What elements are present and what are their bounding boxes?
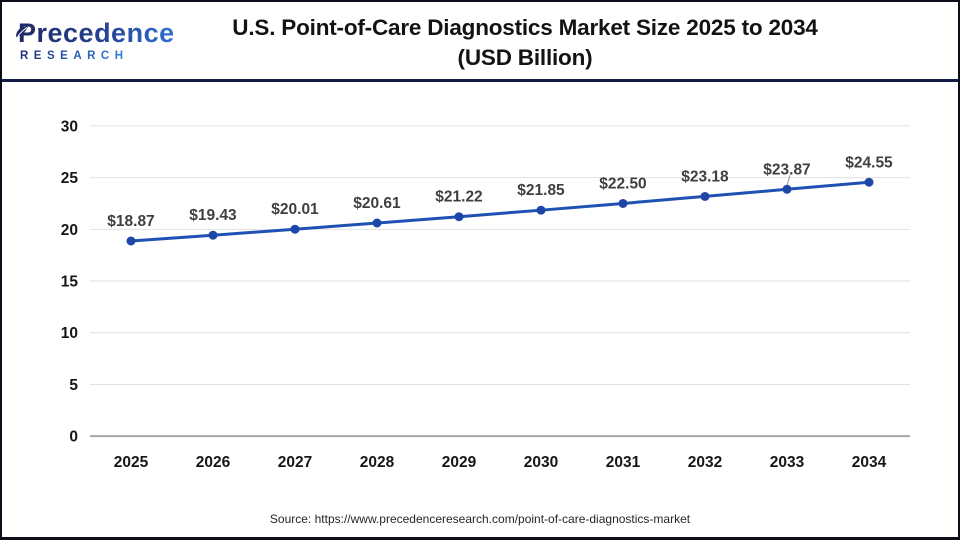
- y-tick-label: 30: [61, 118, 78, 135]
- source-text: Source: https://www.precedenceresearch.c…: [269, 512, 691, 526]
- header-divider: [2, 79, 958, 82]
- trend-line: [129, 180, 871, 243]
- data-point-label: $18.87: [107, 213, 154, 230]
- chart-area: 0 5 10 15 20 25 30 2025 2026 2027 2028 2029 2030 2031…: [2, 82, 958, 501]
- x-tick-label: 2031: [606, 454, 641, 471]
- x-tick-label: 2027: [278, 454, 312, 471]
- logo-wordmark: Precedence: [18, 17, 175, 48]
- footer: Source: https://www.precedenceresearch.c…: [2, 501, 958, 537]
- data-point-label: $20.61: [353, 195, 401, 212]
- data-point-marker: [372, 218, 382, 228]
- data-point-label: $22.50: [599, 176, 646, 193]
- x-tick-label: 2030: [524, 454, 558, 471]
- data-point-marker: [536, 205, 546, 215]
- leaf-icon: [16, 26, 28, 37]
- y-tick-label: 15: [61, 274, 79, 291]
- data-point-label: $23.87: [763, 161, 810, 178]
- x-tick-label: 2028: [360, 454, 395, 471]
- data-point-marker: [782, 184, 792, 194]
- data-point-marker: [208, 230, 218, 240]
- data-point-label: $21.22: [435, 189, 482, 206]
- x-tick-label: 2025: [114, 454, 149, 471]
- brand-logo: Precedence RESEARCH: [2, 17, 187, 62]
- data-point-marker: [126, 236, 136, 246]
- data-point-marker: [290, 224, 300, 234]
- x-tick-label: 2026: [196, 454, 231, 471]
- y-tick-label: 25: [61, 170, 79, 187]
- header: Precedence RESEARCH U.S. Point-of-Care D…: [2, 2, 958, 79]
- chart-title: U.S. Point-of-Care Diagnostics Market Si…: [232, 14, 818, 40]
- data-point-marker: [618, 198, 628, 208]
- y-tick-label: 10: [61, 325, 78, 342]
- y-tick-label: 20: [61, 222, 78, 239]
- y-tick-label: 0: [69, 429, 78, 446]
- data-point-label: $23.18: [681, 168, 729, 185]
- data-point-marker: [700, 191, 710, 201]
- chart-subtitle: (USD Billion): [457, 44, 593, 70]
- x-tick-label: 2033: [770, 454, 805, 471]
- x-tick-label: 2032: [688, 454, 722, 471]
- data-point-label: $20.01: [271, 201, 319, 218]
- data-point-marker: [864, 177, 874, 187]
- data-point-label: $21.85: [517, 182, 565, 199]
- x-tick-label: 2029: [442, 454, 477, 471]
- data-point-label: $24.55: [845, 154, 893, 171]
- y-tick-label: 5: [69, 377, 78, 394]
- data-point-label: $19.43: [189, 207, 237, 224]
- logo-subtitle: RESEARCH: [20, 49, 129, 62]
- chart-title-block: U.S. Point-of-Care Diagnostics Market Si…: [187, 9, 863, 72]
- x-tick-label: 2034: [852, 454, 887, 471]
- label-leader-line: [786, 175, 791, 186]
- data-point-marker: [454, 212, 464, 222]
